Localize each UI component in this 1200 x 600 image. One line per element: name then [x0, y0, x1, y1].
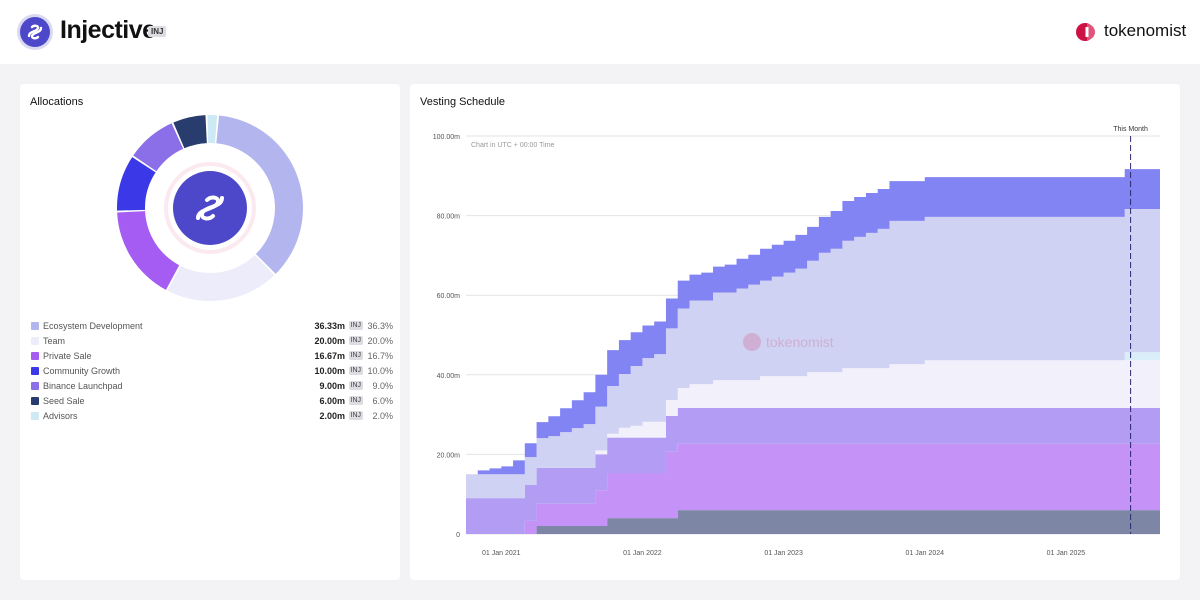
legend-amount: 20.00m: [314, 336, 345, 346]
header: Injective INJ tokenomist: [0, 0, 1200, 64]
x-tick-label: 01 Jan 2022: [623, 550, 662, 557]
legend-label: Community Growth: [43, 366, 121, 376]
legend-amount: 6.00m: [319, 396, 345, 406]
x-tick-label: 01 Jan 2021: [482, 550, 521, 557]
area-series-private-sale[interactable]: [466, 443, 1160, 534]
legend-unit-badge: INJ: [348, 396, 363, 405]
legend-percent: 2.0%: [372, 411, 393, 421]
donut-slice-team[interactable]: [167, 254, 275, 301]
chart-watermark: tokenomist: [743, 333, 834, 351]
area-series-team[interactable]: [466, 360, 1160, 499]
legend-percent: 9.0%: [372, 381, 393, 391]
legend-item[interactable]: Ecosystem Development 36.33m INJ 36.3%: [31, 320, 393, 335]
donut-slice-private-sale[interactable]: [117, 211, 180, 290]
allocations-title: Allocations: [30, 96, 84, 108]
legend-swatch: [31, 382, 39, 390]
donut-slice-binance-launchpad[interactable]: [133, 123, 184, 172]
y-tick-label: 100.00m: [433, 134, 460, 141]
legend-label: Advisors: [43, 411, 78, 421]
legend-swatch: [31, 337, 39, 345]
legend-item[interactable]: Binance Launchpad 9.00m INJ 9.0%: [31, 380, 393, 395]
area-series-binance-launchpad[interactable]: [466, 407, 1160, 534]
legend-percent: 20.0%: [367, 336, 393, 346]
allocation-donut-chart: [117, 115, 304, 301]
area-series-community-growth[interactable]: [466, 169, 1160, 475]
x-tick-label: 01 Jan 2023: [764, 550, 803, 557]
y-tick-label: 40.00m: [437, 373, 461, 380]
chart-utc-note: Chart in UTC + 00:00 Time: [471, 142, 555, 149]
legend-unit-badge: INJ: [348, 321, 363, 330]
legend-amount: 10.00m: [314, 366, 345, 376]
y-tick-label: 20.00m: [437, 452, 461, 459]
legend-percent: 36.3%: [367, 321, 393, 331]
token-name: Injective: [60, 16, 156, 44]
legend-swatch: [31, 352, 39, 360]
this-month-label: This Month: [1113, 126, 1148, 133]
legend-swatch: [31, 367, 39, 375]
vesting-title: Vesting Schedule: [420, 96, 506, 108]
allocations-card: Allocations Ecosystem Development 36.33m I…: [20, 84, 400, 580]
vesting-schedule-chart: Chart in UTC + 00:00 Time tokenomist 0 20…: [433, 126, 1160, 557]
x-tick-label: 01 Jan 2025: [1047, 550, 1086, 557]
donut-slice-ecosystem-development[interactable]: [216, 115, 304, 274]
legend-unit-badge: INJ: [348, 336, 363, 345]
legend-item[interactable]: Seed Sale 6.00m INJ 6.0%: [31, 395, 393, 410]
legend-amount: 9.00m: [319, 381, 345, 391]
area-series-seed-sale[interactable]: [466, 510, 1160, 534]
legend-swatch: [31, 322, 39, 330]
legend-percent: 10.0%: [367, 366, 393, 376]
y-tick-label: 80.00m: [437, 214, 461, 221]
allocation-legend: Ecosystem Development 36.33m INJ 36.3% Team 2…: [31, 320, 393, 425]
legend-label: Private Sale: [43, 351, 92, 361]
legend-swatch: [31, 397, 39, 405]
injective-logo-icon: [20, 17, 50, 47]
token-symbol-badge: INJ: [148, 26, 167, 37]
legend-unit-badge: INJ: [348, 366, 363, 375]
y-tick-label: 60.00m: [437, 293, 461, 300]
vesting-card: Vesting Schedule Chart in UTC + 00:00 Ti…: [410, 84, 1180, 580]
legend-unit-badge: INJ: [348, 351, 363, 360]
legend-unit-badge: INJ: [348, 381, 363, 390]
x-tick-label: 01 Jan 2024: [905, 550, 944, 557]
legend-label: Seed Sale: [43, 396, 85, 406]
donut-slice-advisors[interactable]: [207, 115, 218, 144]
legend-item[interactable]: Advisors 2.00m INJ 2.0%: [31, 410, 393, 425]
tokenomist-logo-icon[interactable]: [1076, 21, 1098, 43]
watermark-text: tokenomist: [766, 334, 834, 350]
legend-label: Ecosystem Development: [43, 321, 143, 331]
legend-label: Binance Launchpad: [43, 381, 123, 391]
watermark-logo-icon: [743, 333, 761, 351]
legend-amount: 2.00m: [319, 411, 345, 421]
donut-logo-glyph-icon: [199, 196, 224, 221]
legend-amount: 16.67m: [314, 351, 345, 361]
legend-label: Team: [43, 336, 66, 346]
legend-percent: 16.7%: [367, 351, 393, 361]
legend-unit-badge: INJ: [348, 411, 363, 420]
legend-item[interactable]: Community Growth 10.00m INJ 10.0%: [31, 365, 393, 380]
legend-item[interactable]: Private Sale 16.67m INJ 16.7%: [31, 350, 393, 365]
y-tick-label: 0: [456, 532, 460, 539]
legend-percent: 6.0%: [372, 396, 393, 406]
legend-amount: 36.33m: [314, 321, 345, 331]
legend-swatch: [31, 412, 39, 420]
area-series-ecosystem-development[interactable]: [466, 208, 1160, 499]
donut-slice-seed-sale[interactable]: [173, 115, 207, 149]
legend-item[interactable]: Team 20.00m INJ 20.0%: [31, 335, 393, 350]
brand-name[interactable]: tokenomist: [1104, 21, 1187, 40]
donut-slice-community-growth[interactable]: [117, 157, 156, 211]
